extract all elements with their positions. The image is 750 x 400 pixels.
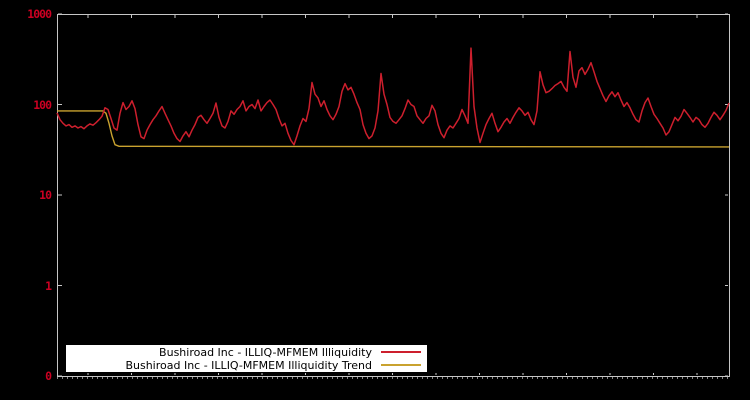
y-tick-label: 10 (39, 188, 52, 202)
y-tick-label: 1 (45, 279, 52, 293)
y-tick-label: 1000 (27, 7, 52, 21)
trend-line (57, 110, 730, 148)
legend-label-trend: Bushiroad Inc - ILLIQ-MFMEM Illiquidity … (125, 358, 372, 372)
legend-item-trend: Bushiroad Inc - ILLIQ-MFMEM Illiquidity … (66, 359, 427, 372)
legend-line-sample-illiquidity (381, 351, 421, 353)
plot-frame (57, 14, 730, 377)
legend-label-illiquidity: Bushiroad Inc - ILLIQ-MFMEM Illiquidity (159, 345, 372, 359)
y-tick-label: 100 (33, 98, 52, 112)
y-tick-label: 0 (45, 369, 52, 383)
illiquidity-line (56, 47, 730, 146)
legend: Bushiroad Inc - ILLIQ-MFMEM Illiquidity … (66, 345, 427, 372)
legend-item-illiquidity: Bushiroad Inc - ILLIQ-MFMEM Illiquidity (66, 346, 427, 359)
legend-line-sample-trend (381, 364, 421, 366)
